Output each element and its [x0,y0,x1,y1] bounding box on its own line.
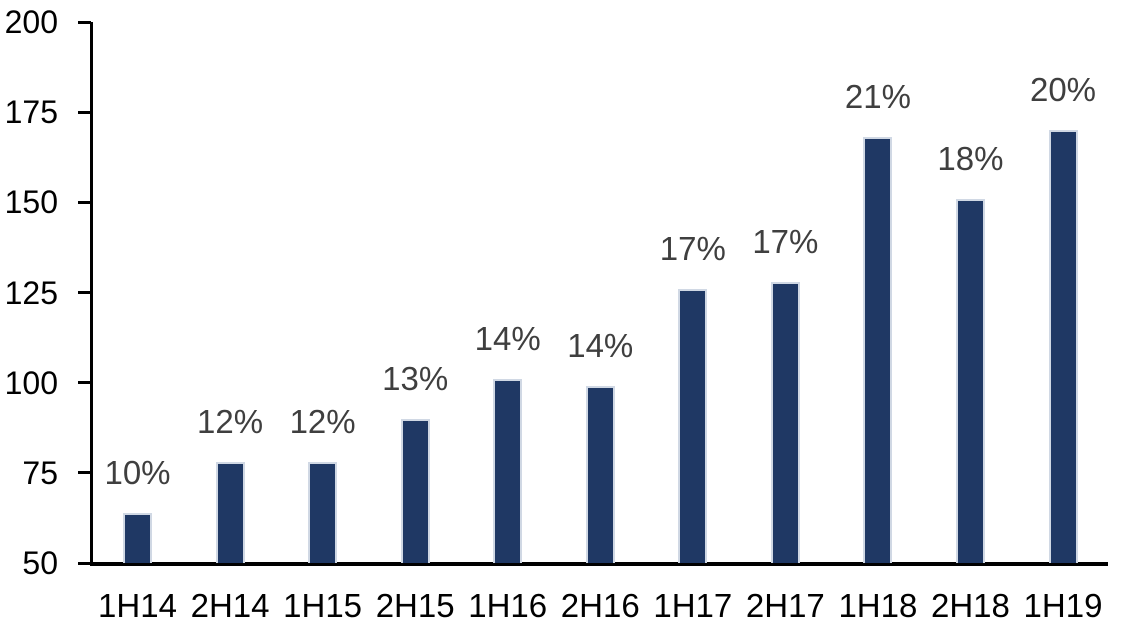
y-axis-tick-mark [78,471,91,475]
y-axis-tick-mark [78,200,91,204]
bar-value-label: 17% [752,222,819,260]
bar [770,281,800,563]
y-axis-tick-label: 125 [4,274,58,311]
x-axis-category-label: 2H14 [190,587,270,624]
y-axis-tick-mark [78,381,91,385]
x-axis-category-label: 1H16 [468,587,548,624]
x-axis-category-label: 1H17 [653,587,733,624]
bar-value-label: 17% [659,229,726,267]
y-axis-tick-mark [78,291,91,294]
y-axis-tick-mark [78,110,91,114]
bar-value-label: 18% [937,139,1004,177]
x-axis-category-label: 1H18 [838,587,918,624]
bar [585,386,615,563]
bar [215,462,245,563]
bar-value-label: 13% [382,359,449,397]
y-axis-tick-mark [78,20,91,24]
bar-value-label: 20% [1029,71,1097,109]
bar [308,462,338,563]
y-axis-tick-label: 200 [4,4,58,40]
bar [400,418,430,563]
x-axis-line [90,561,1108,566]
x-axis-category-label: 1H14 [98,587,177,624]
x-axis-category-label: 2H16 [560,587,640,624]
bar-value-label: 14% [567,327,634,365]
bar-value-label: 10% [104,453,171,491]
y-axis-tick-label: 175 [4,94,58,131]
bar [123,512,152,563]
bar-value-label: 12% [289,403,356,440]
bar-value-label: 14% [474,320,541,358]
y-axis-tick-mark [78,561,91,565]
y-axis-line [90,22,93,565]
bar [493,379,523,563]
x-axis-category-label: 1H19 [1023,587,1103,624]
y-axis-tick-label: 150 [4,184,58,221]
bar [678,288,708,563]
x-axis-category-label: 1H15 [283,587,363,624]
x-axis-category-label: 2H17 [745,587,825,624]
bar [955,198,985,563]
y-axis-tick-label: 50 [22,545,58,581]
x-axis-category-label: 2H18 [930,587,1010,624]
x-axis-category-label: 2H15 [375,587,455,624]
bar-value-label: 12% [197,403,264,440]
bar-value-label: 21% [844,78,911,116]
y-axis-tick-label: 100 [4,364,58,401]
bar [863,137,893,563]
y-axis-tick-label: 75 [22,454,58,491]
bar [1048,130,1078,563]
